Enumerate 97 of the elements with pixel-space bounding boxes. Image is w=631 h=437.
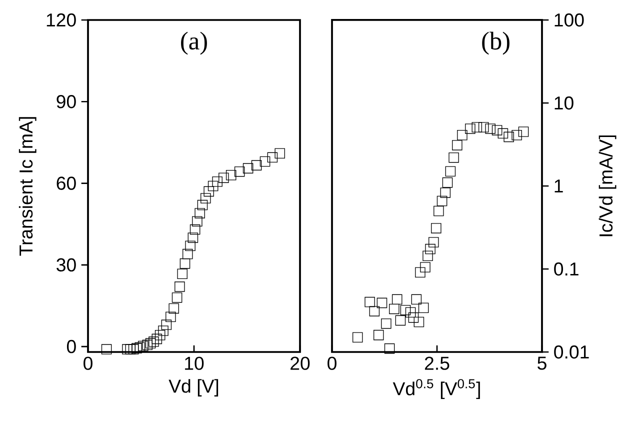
y-tick-label: 0 bbox=[66, 340, 76, 354]
point bbox=[369, 306, 380, 316]
y-tick-label: 90 bbox=[56, 95, 76, 108]
point bbox=[152, 334, 162, 344]
point bbox=[452, 140, 462, 150]
point bbox=[172, 292, 182, 303]
y-tick-label: 10 bbox=[554, 96, 574, 110]
point bbox=[212, 176, 222, 187]
point bbox=[485, 124, 496, 134]
point bbox=[180, 258, 190, 269]
point bbox=[478, 122, 489, 132]
point bbox=[434, 206, 444, 216]
point bbox=[422, 250, 433, 261]
point bbox=[166, 312, 176, 322]
point bbox=[174, 282, 185, 292]
point bbox=[168, 303, 179, 314]
point bbox=[364, 296, 375, 308]
point bbox=[182, 248, 193, 260]
point bbox=[142, 340, 152, 350]
point bbox=[436, 196, 448, 206]
point bbox=[242, 163, 254, 174]
point bbox=[200, 193, 211, 204]
point bbox=[204, 186, 214, 197]
y-tick-label: 30 bbox=[56, 258, 76, 272]
point bbox=[234, 166, 245, 177]
point bbox=[431, 223, 442, 234]
x-axis-title: Vd [V] bbox=[168, 379, 218, 396]
point bbox=[267, 152, 278, 163]
x-tick-label: 2.5 bbox=[424, 356, 450, 370]
point bbox=[188, 232, 198, 243]
point bbox=[392, 294, 402, 305]
point bbox=[512, 130, 522, 140]
point bbox=[128, 344, 139, 354]
point bbox=[161, 320, 172, 330]
point bbox=[190, 224, 200, 235]
point bbox=[218, 172, 229, 183]
point bbox=[260, 156, 270, 167]
point bbox=[376, 298, 388, 308]
point bbox=[445, 166, 456, 177]
point bbox=[194, 208, 205, 218]
point bbox=[274, 148, 285, 158]
point bbox=[226, 170, 236, 180]
point bbox=[415, 267, 426, 278]
point bbox=[192, 216, 202, 227]
annotation: (a) bbox=[181, 32, 207, 55]
point bbox=[472, 122, 482, 132]
point bbox=[389, 304, 400, 314]
y-tick-label: 100 bbox=[554, 13, 584, 27]
point bbox=[498, 128, 508, 139]
x-tick-label: 10 bbox=[185, 356, 204, 370]
point bbox=[408, 312, 419, 323]
x-tick-label: 5 bbox=[538, 356, 546, 370]
point bbox=[352, 332, 363, 343]
point bbox=[405, 307, 416, 318]
x-tick-label: 0 bbox=[328, 356, 336, 370]
point bbox=[411, 294, 422, 305]
point bbox=[148, 336, 159, 347]
y-tick-label: 60 bbox=[56, 176, 76, 190]
point bbox=[185, 240, 196, 251]
point bbox=[428, 237, 439, 248]
point bbox=[177, 268, 188, 280]
point bbox=[251, 160, 262, 170]
point bbox=[384, 343, 395, 354]
point bbox=[420, 262, 430, 272]
point bbox=[400, 304, 411, 316]
point bbox=[373, 330, 384, 340]
point bbox=[145, 338, 156, 348]
point bbox=[465, 124, 476, 134]
y-axis-title: Transient Ic [mA] bbox=[18, 117, 36, 256]
x-tick-label: 20 bbox=[290, 356, 310, 370]
y-tick-label: 120 bbox=[46, 13, 76, 27]
point bbox=[448, 152, 459, 163]
annotation: (b) bbox=[482, 32, 510, 55]
point bbox=[425, 244, 436, 254]
point bbox=[504, 132, 514, 142]
point bbox=[414, 316, 424, 328]
point bbox=[132, 343, 142, 354]
y-tick-label: 0.01 bbox=[554, 345, 589, 359]
point bbox=[418, 302, 429, 314]
point bbox=[492, 125, 502, 136]
point bbox=[395, 315, 406, 326]
point bbox=[101, 344, 112, 354]
x-axis-title: Vd$^{0.5}$ [V$^{0.5}$] bbox=[392, 379, 480, 400]
point bbox=[208, 180, 218, 192]
y-axis-title: Ic/Vd [mA/V] bbox=[598, 135, 616, 236]
y-tick-label: 0.1 bbox=[554, 262, 578, 276]
point bbox=[442, 177, 453, 188]
point bbox=[518, 126, 529, 137]
point bbox=[154, 330, 166, 340]
point bbox=[138, 340, 148, 352]
point bbox=[440, 188, 451, 198]
point bbox=[197, 200, 208, 210]
point bbox=[381, 318, 392, 329]
x-tick-label: 0 bbox=[84, 356, 92, 370]
point bbox=[158, 326, 168, 336]
y-tick-label: 1 bbox=[554, 180, 563, 192]
point bbox=[457, 130, 468, 140]
